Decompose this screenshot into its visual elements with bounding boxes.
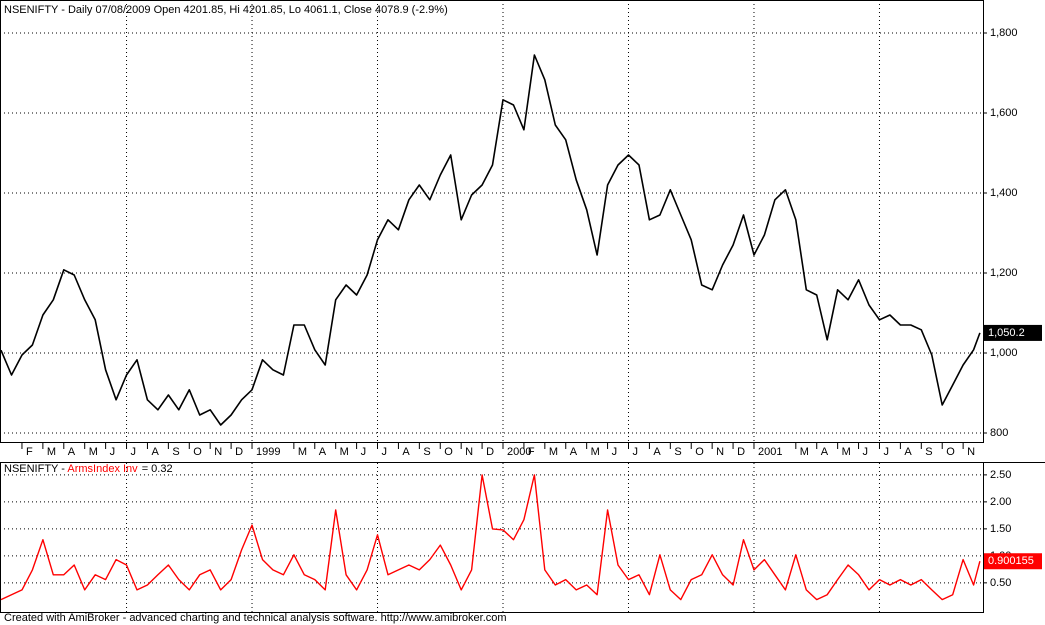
y-tick-label: 1,800 — [990, 27, 1018, 39]
indicator-title-value: = 0.32 — [142, 463, 173, 475]
x-tick-label: A — [402, 446, 410, 458]
x-tick-label: 2001 — [758, 446, 782, 458]
x-tick-label: O — [444, 446, 453, 458]
last-value-tag — [984, 324, 1042, 341]
x-tick-label: 1999 — [256, 446, 280, 458]
y-tick-label: 1,200 — [990, 267, 1018, 279]
x-tick-label: O — [193, 446, 202, 458]
x-tick-label: M — [340, 446, 349, 458]
x-tick-label: M — [549, 446, 558, 458]
x-tick-label: J — [632, 446, 638, 458]
x-tick-label: J — [131, 446, 137, 458]
x-tick-label: M — [591, 446, 600, 458]
x-tick-label: N — [716, 446, 724, 458]
x-tick-label: M — [47, 446, 56, 458]
x-tick-label: N — [967, 446, 975, 458]
y-tick-label: 1,600 — [990, 107, 1018, 119]
x-tick-label: A — [821, 446, 829, 458]
x-tick-label: D — [486, 446, 494, 458]
x-tick-label: J — [883, 446, 889, 458]
x-tick-label: A — [904, 446, 912, 458]
x-tick-label: M — [298, 446, 307, 458]
x-tick-label: J — [612, 446, 618, 458]
indicator-title-prefix: NSENIFTY - — [4, 463, 67, 475]
x-tick-label: J — [361, 446, 367, 458]
y-tick-label: 1.50 — [990, 523, 1011, 535]
x-tick-label: O — [695, 446, 704, 458]
x-tick-label: D — [235, 446, 243, 458]
footer: Created with AmiBroker - advanced charti… — [4, 612, 507, 624]
x-tick-label: A — [570, 446, 578, 458]
indicator-series-name: ArmsIndex Inv — [67, 463, 138, 475]
x-tick-label: A — [653, 446, 661, 458]
x-tick-label: A — [319, 446, 327, 458]
x-tick-label: N — [214, 446, 222, 458]
y-tick-label: 0.50 — [990, 577, 1011, 589]
y-tick-label: 800 — [990, 427, 1008, 439]
x-tick-label: S — [172, 446, 179, 458]
x-tick-label: A — [151, 446, 159, 458]
x-tick-label: F — [26, 446, 33, 458]
series-line — [0, 474, 981, 601]
y-tick-label: 2.00 — [990, 496, 1011, 508]
y-tick-label: 1,000 — [990, 347, 1018, 359]
x-tick-label: 2000 — [507, 446, 531, 458]
x-tick-label: A — [68, 446, 76, 458]
x-tick-label: O — [946, 446, 955, 458]
x-tick-label: S — [423, 446, 430, 458]
last-value-label: 1,050.2 — [988, 327, 1025, 339]
price-title: NSENIFTY - Daily 07/08/2009 Open 4201.85… — [4, 4, 448, 16]
y-tick-label: 2.50 — [990, 469, 1011, 481]
x-tick-label: J — [382, 446, 388, 458]
x-tick-label: D — [737, 446, 745, 458]
y-tick-label: 1,400 — [990, 187, 1018, 199]
x-tick-label: S — [674, 446, 681, 458]
indicator-title: NSENIFTY - ArmsIndex Inv = 0.32 — [4, 463, 173, 475]
last-value-label: 0.900155 — [988, 555, 1034, 567]
x-tick-label: J — [863, 446, 869, 458]
x-tick-label: S — [925, 446, 932, 458]
x-tick-label: F — [528, 446, 535, 458]
price-frame — [0, 0, 984, 443]
series-line — [0, 54, 981, 426]
last-value-tag — [984, 553, 1042, 570]
x-tick-label: M — [800, 446, 809, 458]
x-tick-label: M — [842, 446, 851, 458]
x-tick-label: J — [110, 446, 116, 458]
x-tick-label: N — [465, 446, 473, 458]
x-tick-label: M — [89, 446, 98, 458]
